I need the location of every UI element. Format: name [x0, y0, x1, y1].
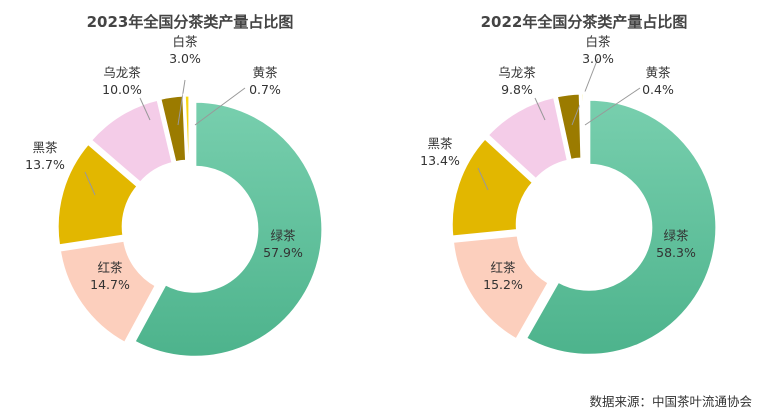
slice-value-label: 14.7% [90, 277, 130, 292]
leader-line [139, 97, 151, 121]
slice-value-label: 15.2% [483, 277, 523, 292]
leader-line [84, 171, 96, 196]
slice-category-label: 黄茶 [252, 65, 278, 80]
slice-乌龙茶 [88, 97, 175, 186]
slice-value-label: 13.4% [420, 153, 460, 168]
leader-line [584, 87, 641, 126]
slice-category-label: 红茶 [490, 260, 516, 275]
slice-category-label: 绿茶 [270, 228, 296, 243]
slice-category-label: 黑茶 [32, 140, 58, 155]
leader-line [194, 87, 246, 126]
leader-line [534, 97, 546, 121]
slice-黄茶 [579, 91, 586, 161]
slice-category-label: 白茶 [172, 34, 198, 49]
slice-绿茶 [131, 99, 325, 359]
slice-value-label: 3.0% [169, 51, 201, 66]
source-note: 数据来源：中国茶叶流通协会 [589, 394, 752, 409]
leader-line [571, 57, 599, 126]
slice-红茶 [57, 238, 159, 346]
slice-value-label: 0.7% [249, 82, 281, 97]
slice-红茶 [450, 233, 552, 342]
slice-category-label: 红茶 [97, 260, 123, 275]
chart-title: 2022年全国分茶类产量占比图 [481, 13, 688, 31]
slice-category-label: 黑茶 [427, 136, 453, 151]
slice-value-label: 13.7% [25, 157, 65, 172]
slice-category-label: 绿茶 [663, 228, 689, 243]
chart-title: 2023年全国分茶类产量占比图 [87, 13, 294, 31]
slice-value-label: 3.0% [582, 51, 614, 66]
leader-line [177, 79, 186, 126]
slice-value-label: 57.9% [263, 245, 303, 260]
slice-value-label: 58.3% [656, 245, 696, 260]
slice-乌龙茶 [485, 94, 571, 182]
slice-value-label: 10.0% [102, 82, 142, 97]
slice-value-label: 9.8% [501, 82, 533, 97]
slice-category-label: 白茶 [585, 34, 611, 49]
slice-category-label: 乌龙茶 [498, 65, 536, 80]
slice-黑茶 [55, 141, 141, 248]
slice-黄茶 [182, 93, 192, 163]
slice-黑茶 [449, 135, 536, 239]
slice-category-label: 乌龙茶 [103, 65, 141, 80]
leader-line [477, 167, 489, 191]
slice-绿茶 [523, 97, 719, 357]
slice-value-label: 0.4% [642, 82, 674, 97]
slice-category-label: 黄茶 [645, 65, 671, 80]
